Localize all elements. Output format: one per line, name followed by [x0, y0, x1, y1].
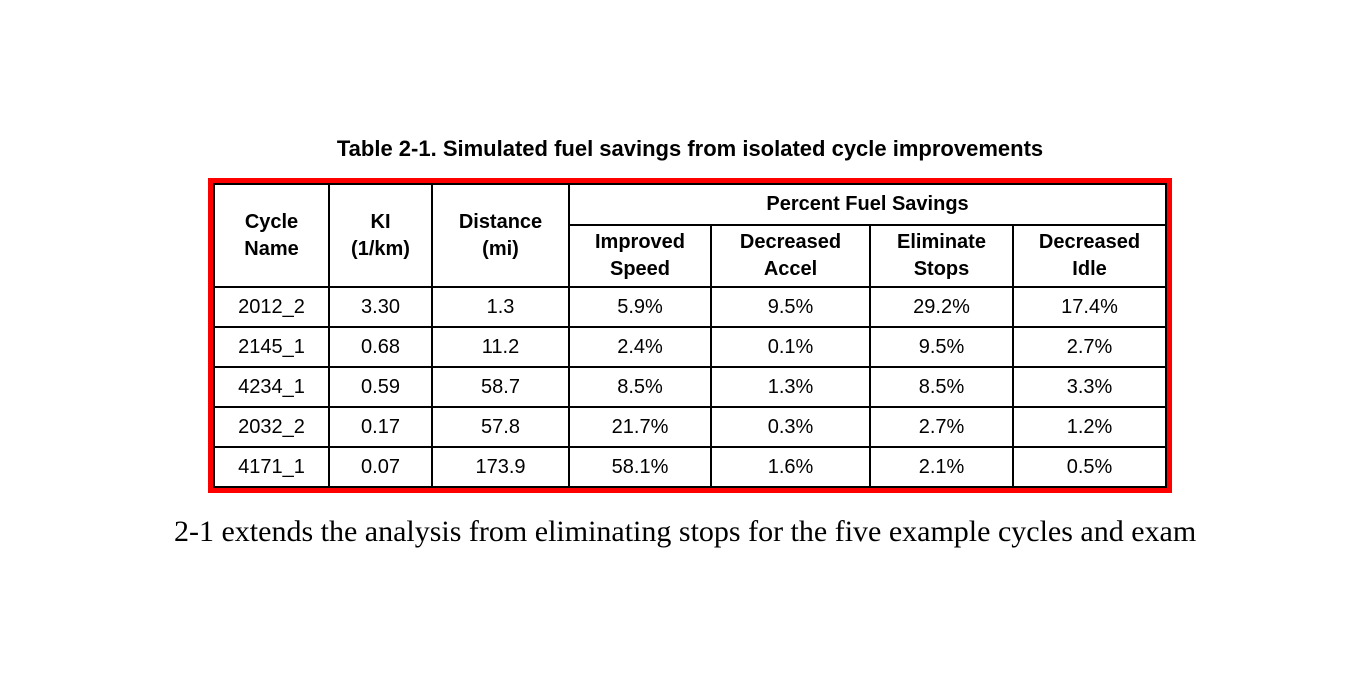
cell-decreased-accel: 0.3%: [710, 406, 871, 448]
cell-cycle-name: 2145_1: [213, 326, 330, 368]
cell-improved-speed: 8.5%: [568, 366, 712, 408]
cell-improved-speed: 21.7%: [568, 406, 712, 448]
cell-distance: 173.9: [431, 446, 570, 488]
cell-eliminate-stops: 29.2%: [869, 286, 1014, 328]
column-header-distance: Distance (mi): [431, 183, 570, 288]
column-header-improved-speed: Improved Speed: [568, 224, 712, 288]
cell-distance: 11.2: [431, 326, 570, 368]
cell-decreased-accel: 1.6%: [710, 446, 871, 488]
table-row: 2145_1 0.68 11.2 2.4% 0.1% 9.5% 2.7%: [213, 326, 1168, 368]
fuel-savings-table: Cycle Name KI (1/km) Distance (mi) Perce…: [213, 183, 1168, 488]
group-header-percent-fuel-savings: Percent Fuel Savings: [567, 183, 1168, 226]
cell-ki: 0.68: [328, 326, 433, 368]
cell-improved-speed: 2.4%: [568, 326, 712, 368]
cell-improved-speed: 58.1%: [568, 446, 712, 488]
cell-decreased-idle: 17.4%: [1011, 286, 1168, 328]
cell-cycle-name: 2012_2: [213, 286, 330, 328]
cell-decreased-accel: 1.3%: [710, 366, 871, 408]
table-header-row-group: Cycle Name KI (1/km) Distance (mi) Perce…: [213, 183, 1168, 288]
cell-ki: 0.17: [328, 406, 433, 448]
cell-eliminate-stops: 2.7%: [869, 406, 1014, 448]
cell-cycle-name: 2032_2: [213, 406, 330, 448]
cell-eliminate-stops: 9.5%: [869, 326, 1014, 368]
cell-ki: 0.07: [328, 446, 433, 488]
cell-distance: 1.3: [431, 286, 570, 328]
cell-decreased-accel: 0.1%: [710, 326, 871, 368]
table-row: 4171_1 0.07 173.9 58.1% 1.6% 2.1% 0.5%: [213, 446, 1168, 488]
cell-eliminate-stops: 2.1%: [869, 446, 1014, 488]
table-caption: Table 2-1. Simulated fuel savings from i…: [336, 136, 1044, 161]
cell-cycle-name: 4171_1: [213, 446, 330, 488]
column-header-decreased-idle: Decreased Idle: [1011, 224, 1168, 288]
cell-decreased-idle: 3.3%: [1011, 366, 1168, 408]
cell-improved-speed: 5.9%: [568, 286, 712, 328]
cell-ki: 0.59: [328, 366, 433, 408]
cell-eliminate-stops: 8.5%: [869, 366, 1014, 408]
column-header-ki: KI (1/km): [328, 183, 433, 288]
table-row: 2012_2 3.30 1.3 5.9% 9.5% 29.2% 17.4%: [213, 286, 1168, 328]
table-header-row-sub: Improved Speed Decreased Accel Eliminate…: [214, 224, 1168, 288]
cell-decreased-idle: 1.2%: [1011, 406, 1168, 448]
cell-distance: 57.8: [431, 406, 570, 448]
table-row: 2032_2 0.17 57.8 21.7% 0.3% 2.7% 1.2%: [213, 406, 1168, 448]
table-red-frame: Cycle Name KI (1/km) Distance (mi) Perce…: [208, 178, 1173, 493]
column-header-cycle-name: Cycle Name: [213, 183, 330, 288]
cell-decreased-idle: 0.5%: [1011, 446, 1168, 488]
cell-ki: 3.30: [328, 286, 433, 328]
body-paragraph-text: 2-1 extends the analysis from eliminatin…: [174, 515, 1197, 548]
cell-decreased-idle: 2.7%: [1011, 326, 1168, 368]
table-row: 4234_1 0.59 58.7 8.5% 1.3% 8.5% 3.3%: [213, 366, 1168, 408]
cell-distance: 58.7: [431, 366, 570, 408]
column-header-decreased-accel: Decreased Accel: [710, 224, 871, 288]
column-header-eliminate-stops: Eliminate Stops: [869, 224, 1014, 288]
cell-cycle-name: 4234_1: [213, 366, 330, 408]
cell-decreased-accel: 9.5%: [710, 286, 871, 328]
